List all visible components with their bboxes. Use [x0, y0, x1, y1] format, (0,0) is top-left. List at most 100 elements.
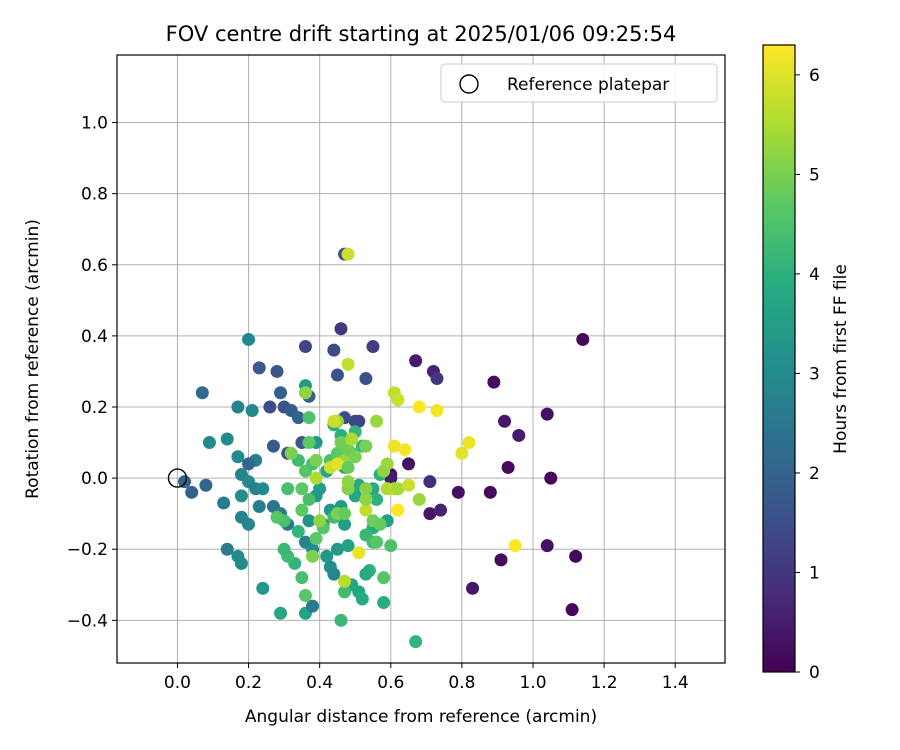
- data-point: [576, 332, 590, 346]
- data-point: [309, 453, 323, 467]
- data-point: [252, 500, 266, 514]
- data-point: [359, 439, 373, 453]
- data-point: [270, 510, 284, 524]
- data-point: [334, 322, 348, 336]
- data-point: [366, 340, 380, 354]
- data-point: [242, 457, 256, 471]
- data-point: [512, 428, 526, 442]
- data-point: [234, 489, 248, 503]
- data-point: [370, 492, 384, 506]
- data-point: [423, 475, 437, 489]
- data-point: [266, 439, 280, 453]
- data-point: [387, 439, 401, 453]
- legend-marker-icon: [459, 74, 479, 94]
- data-point: [327, 414, 341, 428]
- y-axis-ticks: −0.4 −0.2 0.0 0.2 0.4 0.6 0.8 1.0: [67, 114, 117, 631]
- data-point: [330, 368, 344, 382]
- data-point: [274, 606, 288, 620]
- x-tick-label: 1.0: [519, 673, 546, 693]
- data-point: [295, 482, 309, 496]
- colorbar-tick-label: 4: [809, 265, 820, 285]
- x-axis-label: Angular distance from reference (arcmin): [245, 707, 597, 727]
- legend-label: Reference platepar: [507, 75, 669, 95]
- data-point: [384, 539, 398, 553]
- data-point: [391, 482, 405, 496]
- colorbar-tick-label: 1: [809, 563, 820, 583]
- data-point: [391, 393, 405, 407]
- x-tick-label: 1.2: [591, 673, 618, 693]
- x-tick-label: 0.2: [235, 673, 262, 693]
- data-point: [434, 503, 448, 517]
- data-point: [544, 471, 558, 485]
- data-point: [494, 553, 508, 567]
- colorbar-gradient: [762, 44, 796, 673]
- data-point: [242, 517, 256, 531]
- data-point: [306, 549, 320, 563]
- data-point: [409, 635, 423, 649]
- data-point: [199, 478, 213, 492]
- data-point: [202, 436, 216, 450]
- data-point: [359, 482, 373, 496]
- data-point: [263, 400, 277, 414]
- data-point: [291, 524, 305, 538]
- y-tick-label: 0.4: [81, 327, 108, 347]
- data-point: [430, 404, 444, 418]
- data-point: [338, 574, 352, 588]
- data-point: [352, 414, 366, 428]
- data-point: [341, 247, 355, 261]
- data-point: [565, 603, 579, 617]
- data-point: [338, 585, 352, 599]
- data-point: [341, 539, 355, 553]
- data-point: [377, 596, 391, 610]
- y-tick-label: 1.0: [81, 114, 108, 134]
- x-tick-label: 1.4: [662, 673, 689, 693]
- y-axis-label: Rotation from reference (arcmin): [23, 219, 43, 499]
- x-axis-ticks: 0.0 0.2 0.4 0.6 0.8 1.0 1.2 1.4: [164, 663, 689, 693]
- y-tick-label: 0.6: [81, 256, 108, 276]
- data-point: [359, 567, 373, 581]
- data-point: [327, 567, 341, 581]
- data-point: [330, 457, 344, 471]
- colorbar-tick-label: 0: [809, 663, 820, 683]
- data-point: [185, 485, 199, 499]
- data-point: [256, 482, 270, 496]
- plot-frame: [116, 54, 726, 664]
- data-point: [498, 414, 512, 428]
- y-tick-label: 0.8: [81, 185, 108, 205]
- data-point: [487, 375, 501, 389]
- data-point: [178, 475, 192, 489]
- data-point: [355, 592, 369, 606]
- legend: Reference platepar: [440, 63, 718, 103]
- data-point: [270, 364, 284, 378]
- data-point: [298, 340, 312, 354]
- data-point: [352, 546, 366, 560]
- data-point: [380, 457, 394, 471]
- data-point: [345, 432, 359, 446]
- data-point: [483, 485, 497, 499]
- data-point: [298, 588, 312, 602]
- data-point: [306, 599, 320, 613]
- data-point: [245, 404, 259, 418]
- data-point: [313, 514, 327, 528]
- data-point: [398, 443, 412, 457]
- data-point: [298, 386, 312, 400]
- reference-platepar-marker: [167, 468, 188, 488]
- data-point: [373, 517, 387, 531]
- data-point: [377, 571, 391, 585]
- data-point: [338, 507, 352, 521]
- data-point: [302, 514, 316, 528]
- data-point: [359, 503, 373, 517]
- data-point: [569, 549, 583, 563]
- data-point: [231, 450, 245, 464]
- data-point: [284, 446, 298, 460]
- data-point: [409, 354, 423, 368]
- colorbar-label: Hours from first FF file: [831, 264, 851, 454]
- data-point: [423, 507, 437, 521]
- data-point: [451, 485, 465, 499]
- data-point: [295, 571, 309, 585]
- data-point: [402, 457, 416, 471]
- data-point: [334, 613, 348, 627]
- data-point: [462, 436, 476, 450]
- data-point: [320, 549, 334, 563]
